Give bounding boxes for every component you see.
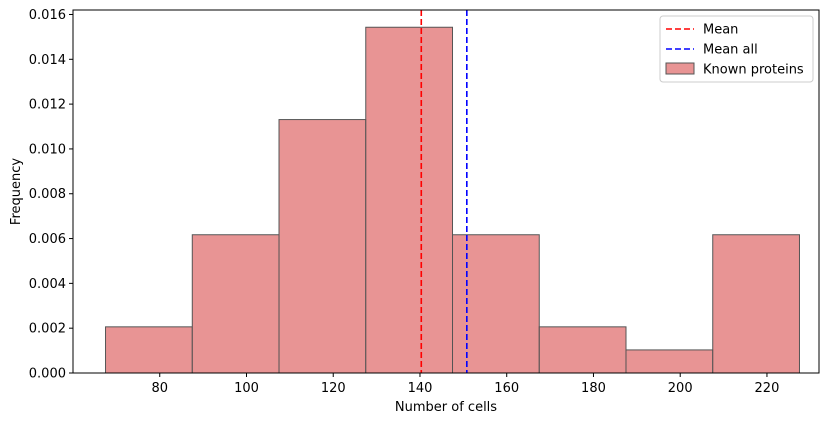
legend-patch-swatch xyxy=(665,62,695,75)
histogram-bar-5 xyxy=(538,326,627,374)
histogram-bar-7 xyxy=(712,234,800,374)
histogram-bar-0 xyxy=(105,326,193,374)
y-tick-label: 0.008 xyxy=(29,187,66,202)
x-tick-label: 80 xyxy=(151,381,168,396)
legend-label: Mean all xyxy=(703,43,758,58)
x-tick-label: 180 xyxy=(581,381,606,396)
y-tick-label: 0.012 xyxy=(29,98,66,113)
x-tick-label: 100 xyxy=(234,381,259,396)
x-axis-label: Number of cells xyxy=(395,400,497,415)
histogram-bar-4 xyxy=(452,234,540,374)
y-tick-label: 0.014 xyxy=(29,53,66,68)
x-tick-label: 140 xyxy=(408,381,433,396)
x-tick-label: 160 xyxy=(494,381,519,396)
y-tick-label: 0.006 xyxy=(29,232,66,247)
plot-frame xyxy=(72,9,820,374)
histogram-bar-6 xyxy=(625,349,714,374)
y-tick-label: 0.002 xyxy=(29,322,66,337)
histogram-bar-1 xyxy=(191,234,280,374)
legend: Mean Mean all Known proteins xyxy=(659,15,814,83)
x-tick-label: 220 xyxy=(755,381,780,396)
y-axis-label: Frequency xyxy=(9,158,24,225)
legend-box xyxy=(659,15,814,83)
y-tick-label: 0.016 xyxy=(29,8,66,23)
legend-label: Mean xyxy=(703,23,738,38)
legend-label: Known proteins xyxy=(703,63,804,78)
y-tick-label: 0.000 xyxy=(29,367,66,382)
x-tick-label: 120 xyxy=(321,381,346,396)
y-tick-label: 0.004 xyxy=(29,277,66,292)
histogram-bar-2 xyxy=(278,119,367,374)
y-tick-label: 0.010 xyxy=(29,142,66,157)
histogram-bar-3 xyxy=(365,26,454,374)
x-tick-label: 200 xyxy=(668,381,693,396)
